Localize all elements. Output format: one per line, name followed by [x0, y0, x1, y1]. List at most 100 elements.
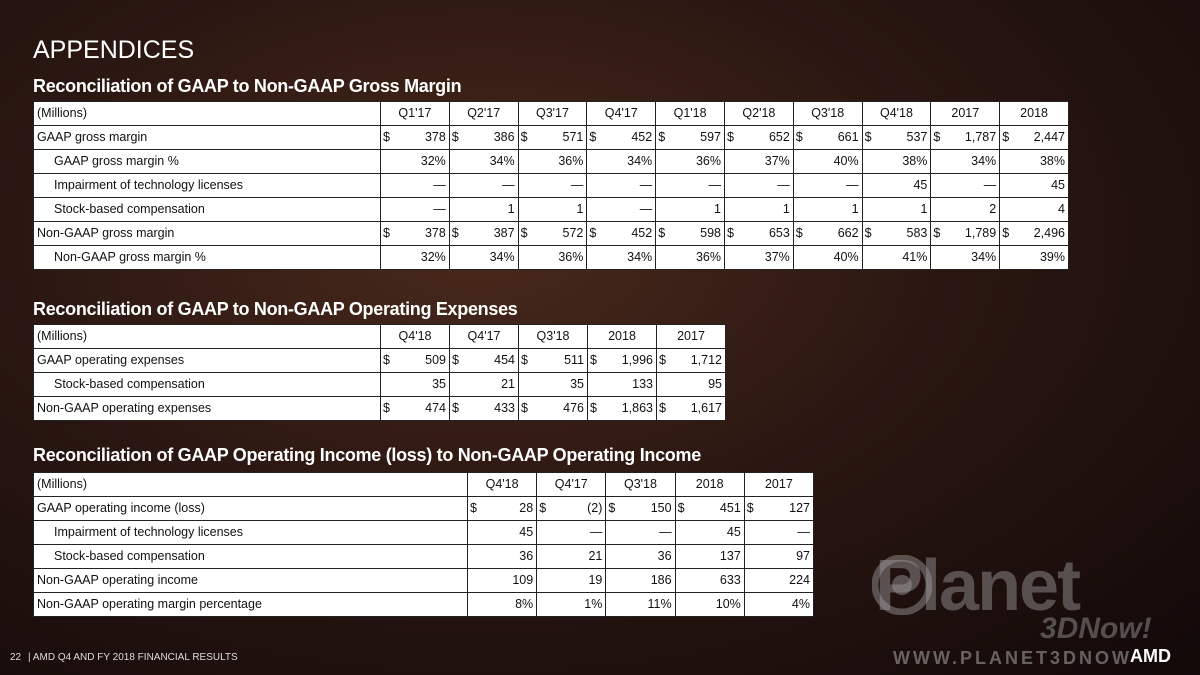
value-cell: 451: [674, 496, 745, 521]
currency-sign: $: [590, 401, 597, 415]
value-cell: 8%: [467, 592, 538, 617]
currency-sign: $: [590, 353, 597, 367]
currency-sign: $: [451, 226, 459, 240]
currency-sign: $: [677, 501, 685, 515]
row-label: GAAP gross margin: [33, 125, 381, 150]
row-label: Non-GAAP gross margin: [33, 221, 381, 246]
value-cell: 1,617: [656, 396, 726, 421]
value-cell: 137: [674, 544, 745, 569]
currency-sign: $: [727, 226, 734, 240]
value-cell: —: [724, 173, 794, 198]
header-cell: Q3'18: [792, 101, 863, 126]
section-title: Reconciliation of GAAP Operating Income …: [33, 445, 701, 465]
value-cell: 34%: [586, 149, 657, 174]
value-cell: 387: [448, 221, 519, 246]
row-label: GAAP operating income (loss): [33, 496, 468, 521]
value-cell: 36: [467, 544, 538, 569]
value-cell: —: [605, 520, 676, 545]
header-cell: Q3'18: [518, 324, 588, 349]
value-cell: —: [792, 173, 863, 198]
currency-sign: $: [795, 226, 803, 240]
value-cell: —: [536, 520, 607, 545]
value-cell: 36%: [655, 245, 725, 270]
value-cell: 35: [518, 372, 588, 397]
value-cell: 1: [655, 197, 725, 222]
currency-sign: $: [727, 130, 734, 144]
row-label: Stock-based compensation: [33, 544, 468, 569]
header-cell: 2017: [656, 324, 726, 349]
value-cell: 1,789: [930, 221, 1001, 246]
header-cell: Q4'17: [449, 324, 519, 349]
header-cell: Q1'18: [655, 101, 725, 126]
header-cell: Q2'17: [448, 101, 519, 126]
value-cell: 661: [792, 125, 863, 150]
value-cell: 38%: [861, 149, 932, 174]
currency-sign: $: [933, 226, 941, 240]
header-cell: Q1'17: [380, 101, 450, 126]
header-cell: Q4'17: [586, 101, 657, 126]
value-cell: 652: [724, 125, 794, 150]
value-cell: 1%: [536, 592, 607, 617]
value-cell: 4%: [743, 592, 814, 617]
value-cell: 37%: [724, 245, 794, 270]
value-cell: 34%: [930, 245, 1001, 270]
value-cell: 32%: [380, 149, 450, 174]
currency-sign: $: [933, 130, 941, 144]
value-cell: —: [743, 520, 814, 545]
currency-sign: $: [659, 401, 666, 415]
value-cell: 4: [999, 197, 1069, 222]
value-cell: 34%: [448, 245, 519, 270]
currency-sign: $: [451, 130, 459, 144]
header-cell: (Millions): [33, 101, 381, 126]
value-cell: 41%: [861, 245, 932, 270]
amd-logo: AMD: [1130, 646, 1171, 666]
value-cell: 583: [861, 221, 932, 246]
value-cell: —: [930, 173, 1001, 198]
value-cell: 34%: [586, 245, 657, 270]
value-cell: (2): [536, 496, 607, 521]
value-cell: 45: [999, 173, 1069, 198]
value-cell: 28: [467, 496, 538, 521]
value-cell: 224: [743, 568, 814, 593]
value-cell: 452: [586, 125, 657, 150]
value-cell: 150: [605, 496, 676, 521]
currency-sign: $: [1002, 226, 1010, 240]
value-cell: 537: [861, 125, 932, 150]
currency-sign: $: [608, 501, 616, 515]
footer-text: | AMD Q4 AND FY 2018 FINANCIAL RESULTS: [28, 652, 238, 663]
value-cell: 40%: [792, 149, 863, 174]
value-cell: 95: [656, 372, 726, 397]
row-label: Non-GAAP gross margin %: [33, 245, 381, 270]
header-cell: (Millions): [33, 472, 468, 497]
currency-sign: $: [658, 226, 666, 240]
header-cell: Q3'17: [517, 101, 588, 126]
value-cell: 34%: [448, 149, 519, 174]
currency-sign: $: [746, 501, 754, 515]
section-title: Reconciliation of GAAP to Non-GAAP Opera…: [33, 299, 518, 319]
value-cell: 662: [792, 221, 863, 246]
value-cell: —: [380, 173, 450, 198]
page-number: 22: [10, 652, 22, 663]
currency-sign: $: [383, 353, 390, 367]
value-cell: 45: [674, 520, 745, 545]
value-cell: 433: [449, 396, 519, 421]
currency-sign: $: [864, 130, 872, 144]
row-label: Non-GAAP operating income: [33, 568, 468, 593]
header-cell: 2017: [930, 101, 1001, 126]
currency-sign: $: [383, 226, 390, 240]
value-cell: 21: [449, 372, 519, 397]
value-cell: —: [586, 197, 657, 222]
watermark-name: Planet: [875, 546, 1081, 626]
value-cell: 37%: [724, 149, 794, 174]
value-cell: 21: [536, 544, 607, 569]
currency-sign: $: [589, 130, 597, 144]
value-cell: 572: [517, 221, 588, 246]
value-cell: —: [586, 173, 657, 198]
row-label: Non-GAAP operating expenses: [33, 396, 381, 421]
row-label: Impairment of technology licenses: [33, 173, 381, 198]
currency-sign: $: [521, 401, 528, 415]
value-cell: 653: [724, 221, 794, 246]
row-label: Non-GAAP operating margin percentage: [33, 592, 468, 617]
header-cell: 2018: [999, 101, 1069, 126]
